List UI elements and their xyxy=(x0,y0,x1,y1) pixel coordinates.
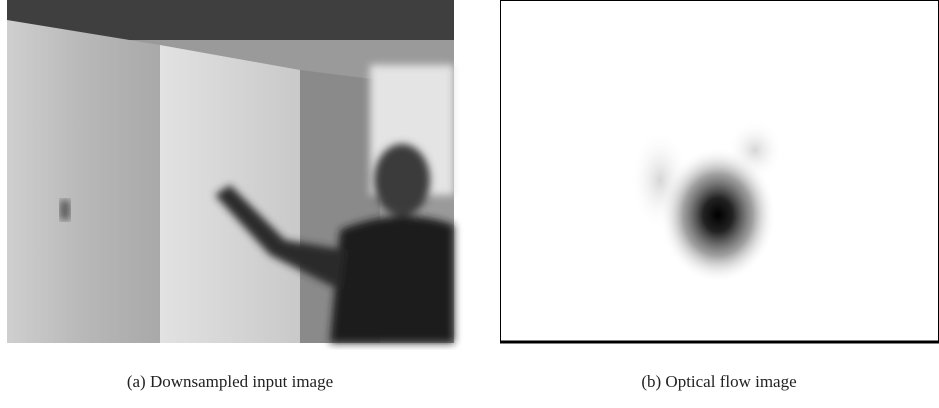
caption: (a) Downsampled input image xyxy=(10,372,450,392)
optical-flow-image xyxy=(500,1,939,343)
caption: (b) Optical flow image xyxy=(499,372,939,392)
figure-images xyxy=(0,0,939,350)
page: (a) Downsampled input image (b) Optical … xyxy=(0,0,939,408)
input-image xyxy=(7,0,454,343)
